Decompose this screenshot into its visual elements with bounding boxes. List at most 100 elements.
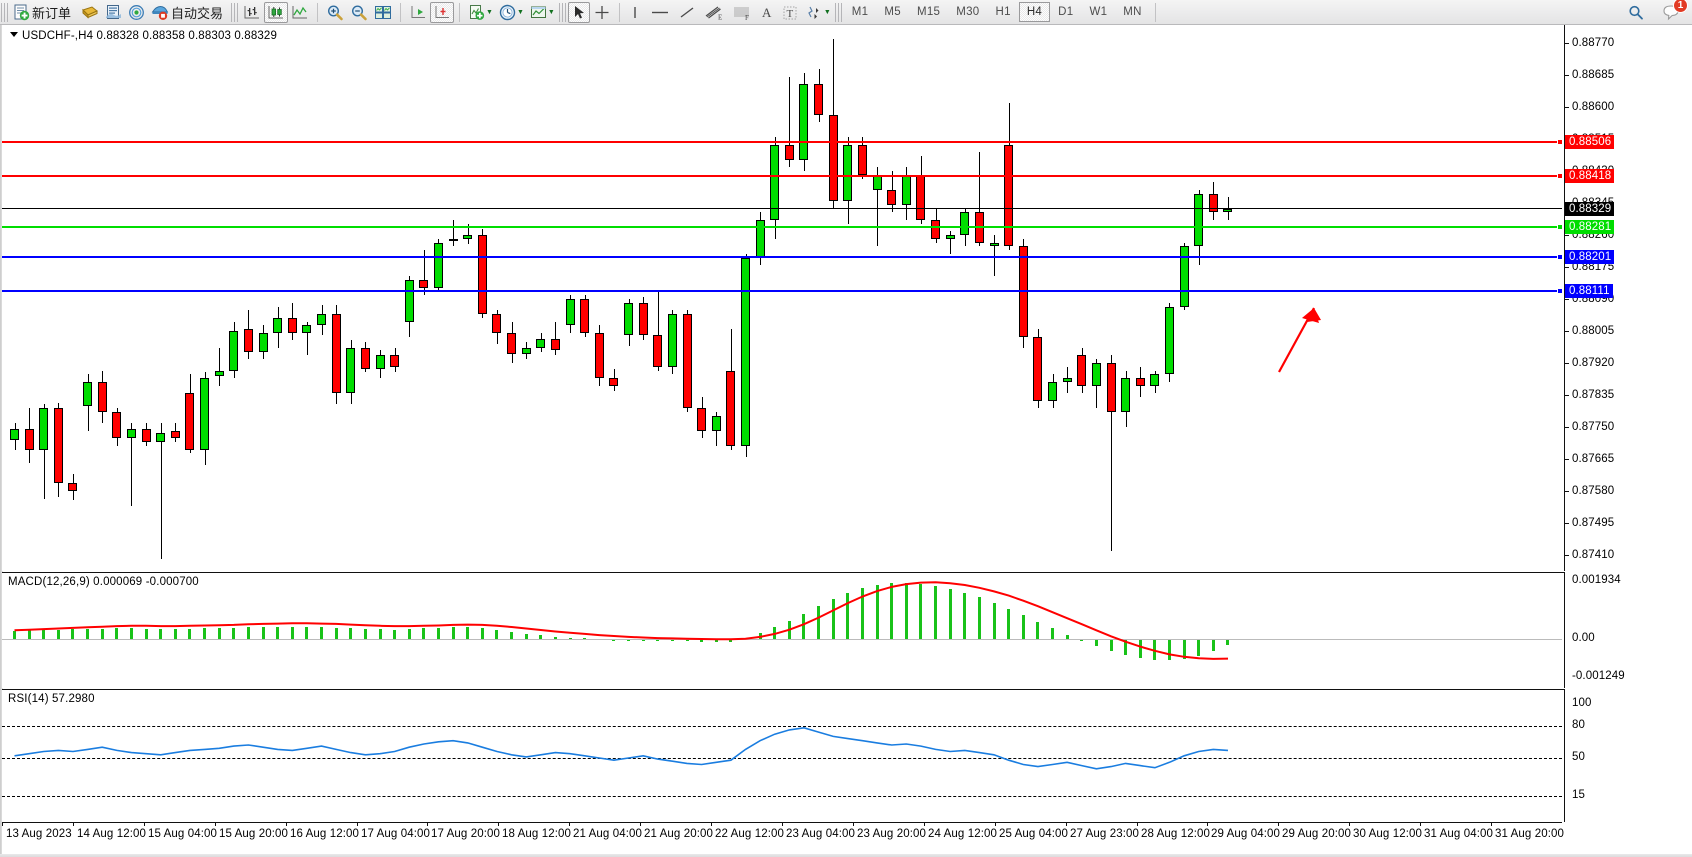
resistance-line-2-tag[interactable]: 0.88418 [1565,168,1615,183]
navigator-button[interactable] [125,2,148,23]
tile-windows-button[interactable] [371,2,395,23]
period-button[interactable]: ▼ [496,2,527,23]
macd-histogram-bar [173,629,177,640]
autotrade-button[interactable]: 自动交易 [148,2,230,23]
candle-body [1208,193,1218,213]
price-tick [1564,555,1569,556]
timeframe-w1-button[interactable]: W1 [1089,6,1108,18]
resistance-line-1-handle[interactable] [1557,139,1562,146]
toolbar-grip-1[interactable] [1,2,8,22]
macd-axis[interactable]: 0.001934 0.00 -0.001249 [1564,572,1692,688]
entry-line-tag[interactable]: 0.88281 [1565,220,1615,235]
price-axis[interactable]: 0.887700.886850.886000.885150.884300.883… [1564,25,1692,571]
fibonacci-button[interactable]: F [728,2,756,23]
up-arrow-annotation[interactable] [1267,270,1387,380]
rsi-plot-area[interactable] [2,690,1562,822]
search-button[interactable] [1624,2,1648,23]
notification-button[interactable]: 1 [1658,0,1688,23]
time-tick [1420,822,1421,826]
templates-button[interactable]: ▼ [527,2,558,23]
rsi-axis[interactable]: 100 80 50 15 [1564,689,1692,822]
data-window-button[interactable] [102,2,125,23]
macd-histogram-bar [217,628,221,640]
macd-histogram-bar [1109,639,1113,651]
line-chart-icon [292,5,308,18]
support-line-2-handle[interactable] [1557,288,1562,295]
candle-body [404,280,414,322]
timeframe-h1-button[interactable]: H1 [995,6,1011,18]
support-line-1-tag[interactable]: 0.88201 [1565,250,1615,265]
toolbar-grip-3[interactable] [558,2,566,22]
timeframe-m30-button[interactable]: M30 [956,6,980,18]
zoom-in-button[interactable] [323,2,347,23]
candle-body [492,314,502,333]
support-line-2-tag[interactable]: 0.88111 [1565,284,1613,299]
line-chart-button[interactable] [288,2,312,23]
price-pane[interactable]: USDCHF-,H4 0.88328 0.88358 0.88303 0.883… [2,25,1692,571]
toolbar-grip-2[interactable] [231,2,239,22]
chart-container[interactable]: USDCHF-,H4 0.88328 0.88358 0.88303 0.883… [0,25,1692,857]
chart-menu-triangle-icon[interactable] [10,32,18,38]
toolbar-grip-4[interactable] [834,2,842,22]
macd-signal-line [14,581,1229,660]
price-tick [1564,523,1569,524]
equidistant-channel-button[interactable]: E [700,2,728,23]
support-line-1[interactable] [2,254,1562,261]
objects-icon [808,6,819,19]
current-price-line-tag[interactable]: 0.88329 [1565,202,1615,217]
resistance-line-1[interactable] [2,139,1562,146]
macd-histogram-bar [963,592,967,640]
text-label-button[interactable]: A [756,2,778,23]
macd-pane[interactable]: MACD(12,26,9) 0.000069 -0.000700 0.00193… [2,572,1692,688]
zoom-out-button[interactable] [347,2,371,23]
resistance-line-2[interactable] [2,172,1562,179]
timeframe-d1-button[interactable]: D1 [1058,6,1074,18]
resistance-line-2-handle[interactable] [1557,172,1562,179]
price-tick-label: 0.88685 [1572,69,1615,81]
templates-icon [530,6,546,18]
objects-button[interactable]: ▼ [802,2,834,23]
candle-body [302,325,312,333]
rsi-pane[interactable]: RSI(14) 57.2980 100 80 50 15 [2,689,1692,822]
indicators-dropdown-arrow[interactable]: ▼ [486,8,493,16]
time-axis[interactable]: 13 Aug 2023 14 Aug 12:00 15 Aug 04:00 15 Au… [2,822,1692,857]
support-line-2[interactable] [2,288,1562,295]
terminal-button[interactable] [78,2,102,23]
auto-scroll-button[interactable] [406,2,430,23]
new-order-button[interactable]: 新订单 [10,2,78,23]
timeframe-m15-button[interactable]: M15 [916,6,941,18]
entry-line-handle[interactable] [1557,224,1562,231]
macd-plot-area[interactable] [2,573,1562,688]
auto-scroll-icon [411,5,426,18]
hline-button[interactable] [646,2,674,23]
timeframe-mn-button[interactable]: MN [1123,6,1142,18]
candle-body [10,428,19,441]
crosshair-button[interactable] [590,2,614,23]
macd-histogram-bar [1226,639,1230,646]
time-tick-label: 18 Aug 12:00 [502,828,571,840]
candle-wick [994,235,995,277]
support-line-1-handle[interactable] [1557,254,1562,261]
vertical-scroll-gutter[interactable] [0,25,3,857]
resistance-line-1-tag[interactable]: 0.88506 [1565,135,1615,150]
bar-chart-button[interactable] [240,2,264,23]
trendline-button[interactable] [674,2,700,23]
timeframe-h4-button[interactable]: H4 [1018,2,1051,22]
price-plot-area[interactable] [2,25,1562,571]
candle-chart-button[interactable] [264,1,289,23]
chart-shift-button[interactable] [430,1,455,23]
vline-button[interactable] [625,2,646,23]
timeframe-m1-button[interactable]: M1 [851,6,869,18]
cursor-button[interactable] [567,1,590,23]
current-price-line[interactable] [2,208,1562,210]
text-button[interactable]: T [778,2,802,23]
price-tick [1564,299,1569,300]
indicators-button[interactable]: ▼ [465,2,496,23]
macd-histogram-bar [875,585,879,640]
macd-histogram-bar [817,606,821,640]
entry-line[interactable] [2,224,1562,231]
timeframe-m5-button[interactable]: M5 [884,6,901,18]
templates-dropdown-arrow[interactable]: ▼ [547,8,555,16]
period-dropdown-arrow[interactable]: ▼ [516,8,524,16]
objects-dropdown-arrow[interactable]: ▼ [823,8,831,16]
